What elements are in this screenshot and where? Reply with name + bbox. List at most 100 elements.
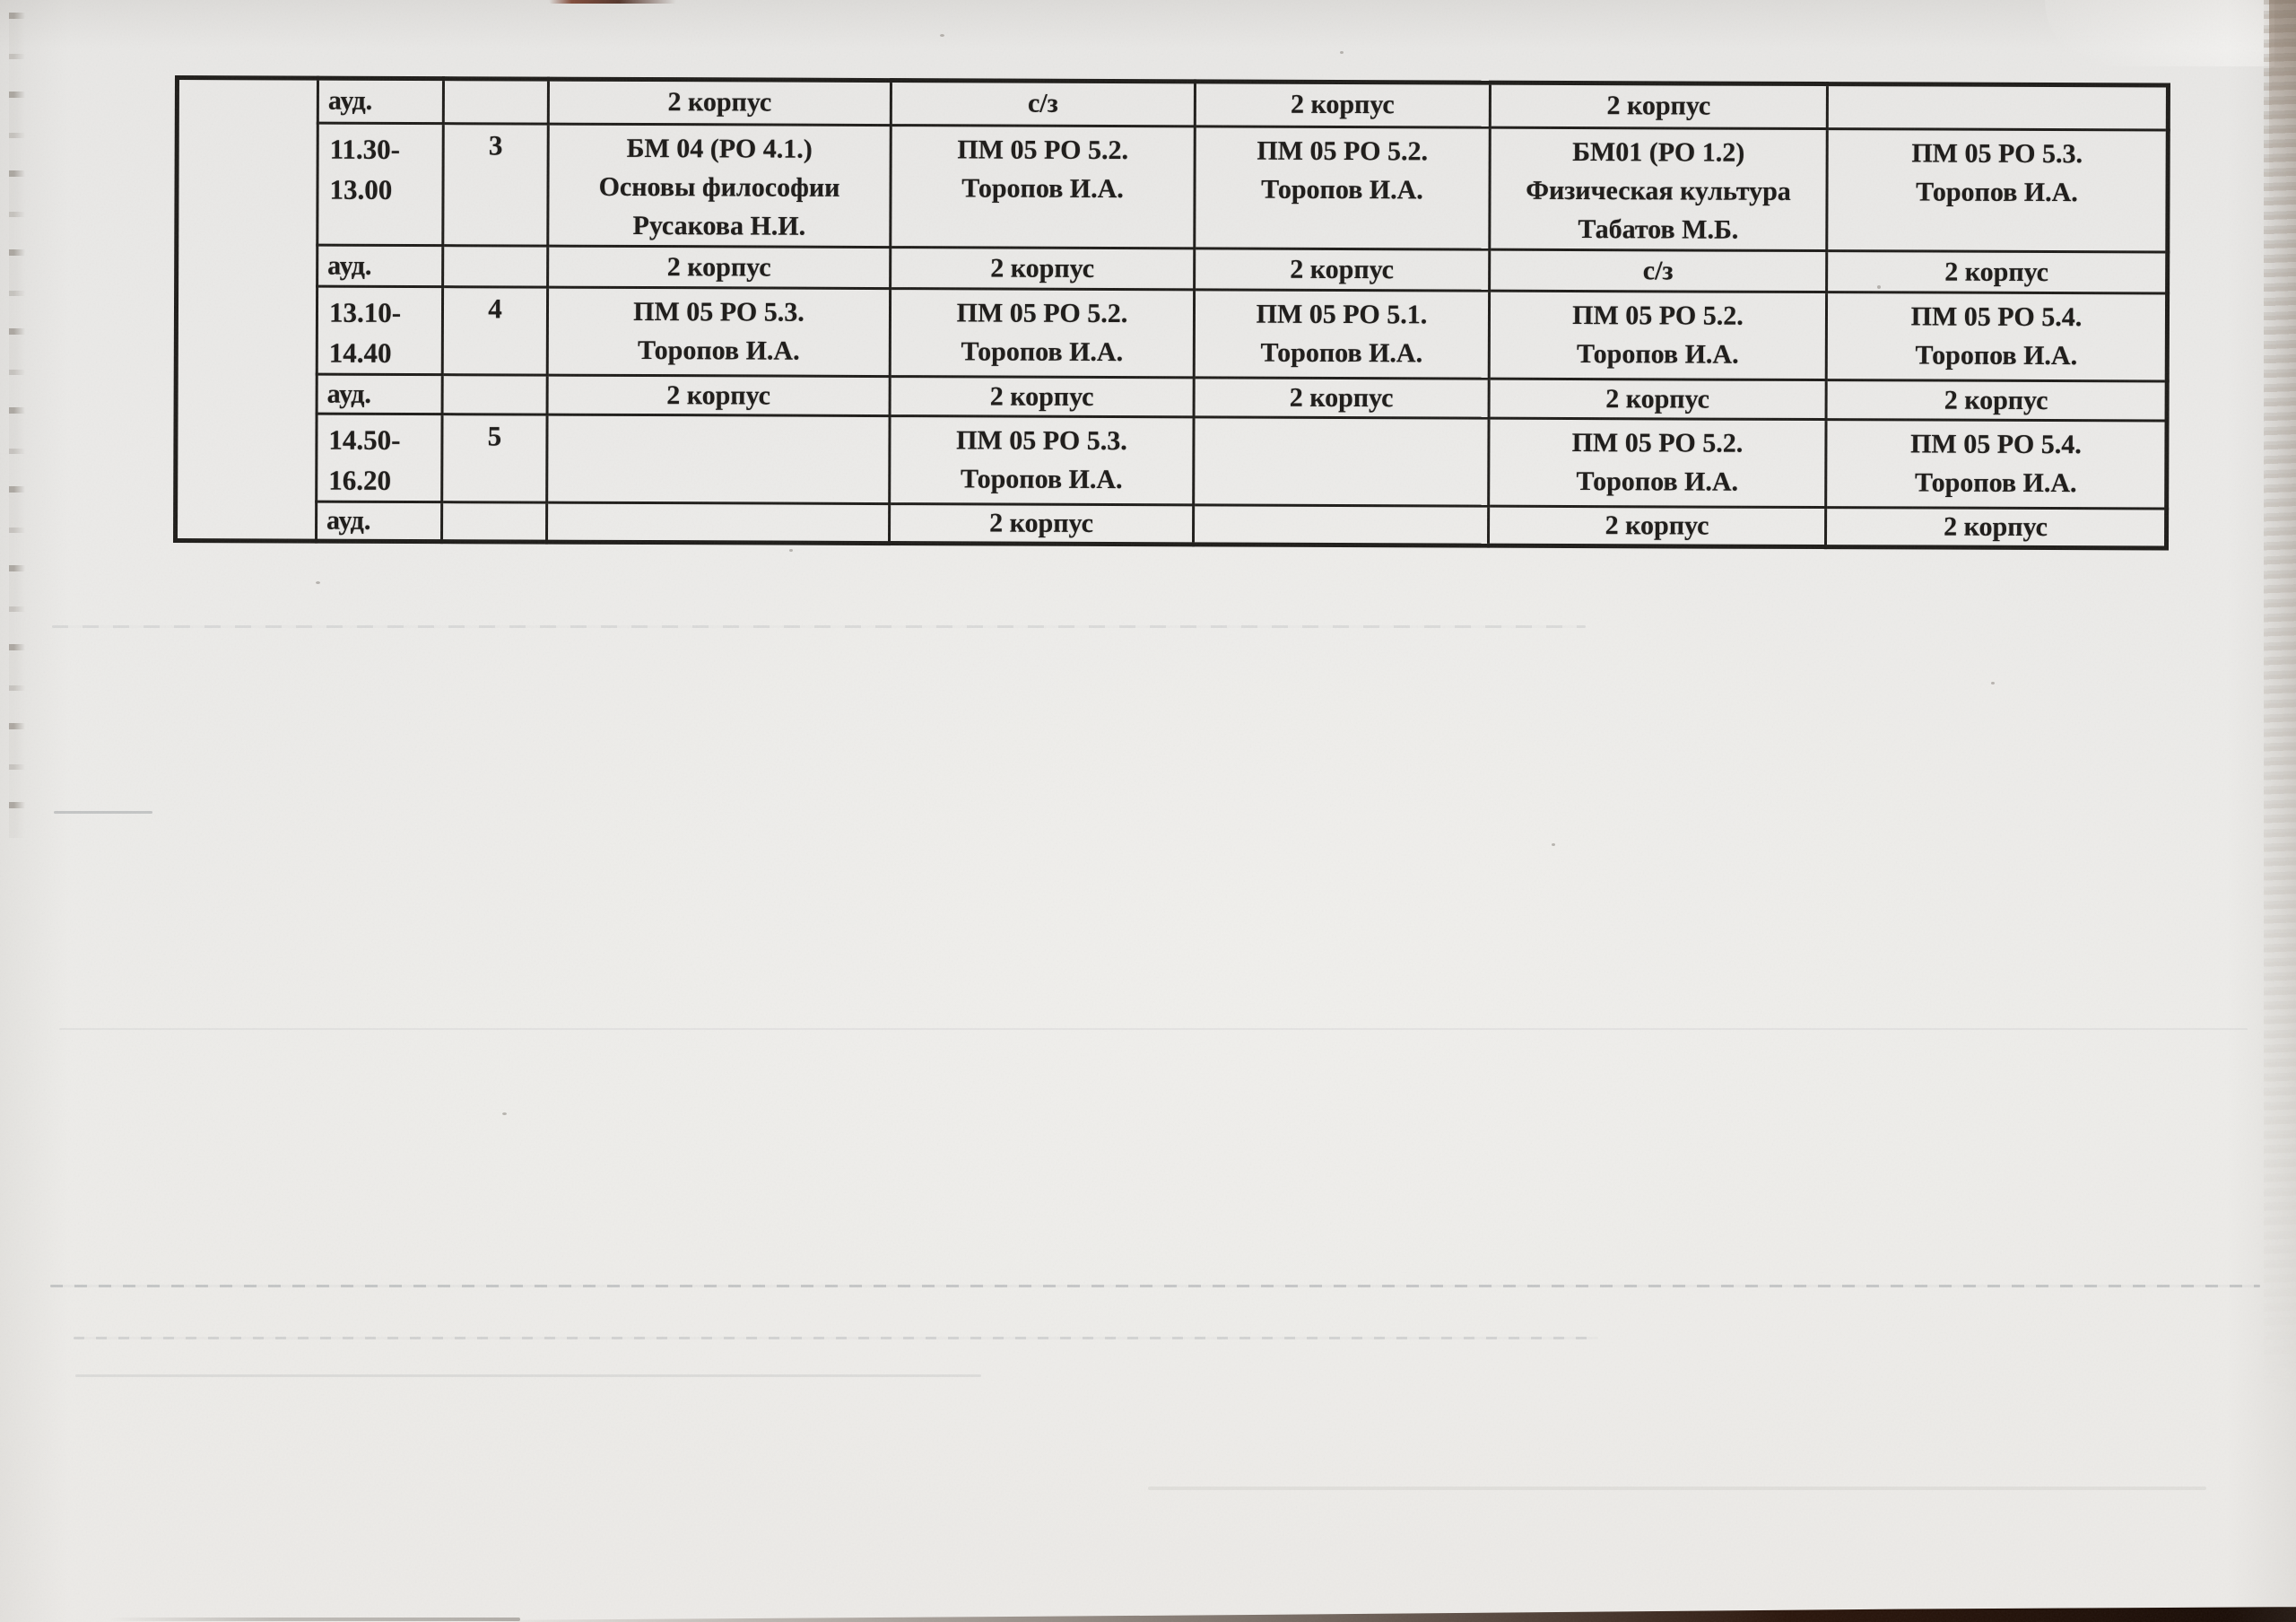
- scan-streak: [52, 625, 1586, 628]
- lesson-line: Физическая культура: [1526, 175, 1791, 206]
- lesson-line: БМ01 (РО 1.2): [1572, 136, 1745, 168]
- paper-speck: [502, 1112, 507, 1115]
- paper-speck: [1552, 843, 1555, 846]
- room-cell: [1193, 504, 1489, 546]
- time-cell: 11.30- 13.00: [317, 123, 444, 246]
- lesson-cell: ПМ 05 РО 5.4. Торопов И.А.: [1825, 419, 2168, 510]
- aud-label: ауд.: [317, 78, 444, 124]
- time-cell: 13.10- 14.40: [317, 286, 443, 375]
- lesson-line: Основы философии: [598, 171, 840, 203]
- room-cell: 2 корпус: [1488, 506, 1826, 547]
- lesson-cell: БМ 04 (РО 4.1.) Основы философии Русаков…: [547, 124, 891, 248]
- room-cell: 2 корпус: [547, 375, 891, 416]
- room-cell: 2 корпус: [889, 503, 1194, 545]
- scan-streak: [54, 811, 152, 814]
- room-cell: 2 корпус: [1489, 379, 1827, 420]
- room-cell: 2 корпус: [890, 376, 1195, 417]
- period-number-cell: [441, 501, 547, 543]
- room-cell: 2 корпус: [890, 247, 1195, 290]
- time-line: 13.10-: [328, 296, 402, 328]
- room-cell: с/з: [891, 80, 1196, 126]
- paper-corner-highlight: [2045, 0, 2274, 66]
- lesson-row: 14.50- 16.20 5 ПМ 05 РО 5.3. Торопов И.А…: [176, 414, 2168, 510]
- timetable: ауд. 2 корпус с/з 2 корпус 2 корпус 11.3…: [172, 75, 2170, 551]
- scan-bottom-edge-line: [108, 1618, 520, 1621]
- lesson-line: Торопов И.А.: [1914, 467, 2077, 499]
- time-line: 16.20: [328, 464, 392, 496]
- lesson-line: Торопов И.А.: [637, 335, 800, 366]
- lesson-line: ПМ 05 РО 5.3.: [1911, 138, 2083, 170]
- scan-top-edge-mark: [549, 0, 676, 4]
- time-line: 13.00: [329, 173, 393, 205]
- period-number-cell: [442, 374, 548, 415]
- lesson-line: ПМ 05 РО 5.2.: [1257, 135, 1429, 167]
- lesson-line: Торопов И.А.: [961, 336, 1124, 368]
- lesson-line: Торопов И.А.: [961, 173, 1124, 205]
- lesson-line: ПМ 05 РО 5.3.: [956, 425, 1127, 457]
- room-cell: 2 корпус: [548, 79, 891, 126]
- scan-right-edge-band: [2264, 0, 2296, 1400]
- room-cell: 2 корпус: [1825, 507, 2167, 549]
- scan-streak: [50, 1285, 2260, 1287]
- lesson-line: БМ 04 (РО 4.1.): [626, 133, 813, 164]
- lesson-line: Торопов И.А.: [1916, 177, 2078, 208]
- time-cell: 14.50- 16.20: [316, 414, 443, 502]
- lesson-row: 11.30- 13.00 3 БМ 04 (РО 4.1.) Основы фи…: [177, 123, 2169, 253]
- lesson-line: ПМ 05 РО 5.2.: [956, 298, 1128, 329]
- paper-speck: [789, 549, 793, 552]
- lesson-cell: ПМ 05 РО 5.3. Торопов И.А.: [547, 287, 891, 377]
- paper-speck: [1991, 682, 1995, 685]
- scan-streak: [1148, 1487, 2206, 1490]
- lesson-cell: ПМ 05 РО 5.1. Торопов И.А.: [1194, 289, 1490, 379]
- aud-label: ауд.: [317, 245, 443, 287]
- lesson-line: Табатов М.Б.: [1578, 214, 1739, 245]
- time-line: 11.30-: [329, 133, 401, 165]
- lesson-line: ПМ 05 РО 5.4.: [1910, 429, 2082, 460]
- lesson-cell: БМ01 (РО 1.2) Физическая культура Табато…: [1489, 127, 1828, 251]
- scan-streak: [74, 1337, 1598, 1339]
- lesson-line: Торопов И.А.: [1915, 340, 2078, 371]
- paper-speck: [316, 581, 320, 584]
- lesson-cell: ПМ 05 РО 5.4. Торопов И.А.: [1826, 292, 2168, 382]
- scan-left-edge-specks: [9, 13, 25, 838]
- room-cell: 2 корпус: [1195, 81, 1491, 128]
- lesson-line: ПМ 05 РО 5.2.: [957, 135, 1129, 166]
- room-cell: с/з: [1489, 249, 1827, 292]
- lesson-cell: ПМ 05 РО 5.2. Торопов И.А.: [1194, 126, 1491, 250]
- lesson-row: 13.10- 14.40 4 ПМ 05 РО 5.3. Торопов И.А…: [176, 286, 2168, 382]
- period-number-cell: 5: [441, 414, 548, 503]
- lesson-cell: [546, 414, 891, 504]
- lesson-line: ПМ 05 РО 5.4.: [1910, 301, 2083, 333]
- lesson-cell: ПМ 05 РО 5.2. Торопов И.А.: [1489, 291, 1827, 380]
- lesson-cell: ПМ 05 РО 5.2. Торопов И.А.: [890, 288, 1195, 378]
- scan-streak: [59, 1028, 2248, 1030]
- time-line: 14.40: [328, 336, 392, 369]
- aud-row: ауд. 2 корпус с/з 2 корпус 2 корпус: [175, 77, 2169, 542]
- lesson-line: ПМ 05 РО 5.1.: [1256, 299, 1428, 330]
- room-cell: 2 корпус: [1194, 377, 1490, 419]
- period-number-cell: [443, 78, 549, 125]
- period-number-cell: [442, 245, 548, 288]
- lesson-cell: ПМ 05 РО 5.2. Торопов И.А.: [1488, 418, 1827, 508]
- empty-left-cell: [175, 77, 318, 542]
- lesson-cell: [1193, 416, 1490, 507]
- room-cell: [1827, 83, 2169, 131]
- paper-speck: [940, 34, 944, 37]
- aud-label: ауд.: [316, 501, 442, 542]
- time-line: 14.50-: [328, 423, 401, 456]
- lesson-line: ПМ 05 РО 5.3.: [633, 296, 804, 327]
- room-cell: 2 корпус: [1826, 379, 2168, 422]
- lesson-line: ПМ 05 РО 5.2.: [1572, 300, 1744, 331]
- room-cell: 2 корпус: [1826, 250, 2168, 294]
- lesson-line: Русакова Н.И.: [632, 210, 806, 241]
- timetable-table: ауд. 2 корпус с/з 2 корпус 2 корпус 11.3…: [172, 75, 2170, 551]
- room-cell: 2 корпус: [1490, 83, 1828, 129]
- scan-streak: [75, 1374, 981, 1377]
- lesson-line: Торопов И.А.: [1576, 339, 1739, 370]
- period-number-cell: 4: [442, 286, 548, 376]
- aud-row: ауд. 2 корпус 2 корпус 2 корпус: [176, 501, 2167, 549]
- lesson-cell: ПМ 05 РО 5.3. Торопов И.А.: [889, 415, 1195, 505]
- period-number-cell: 3: [442, 123, 549, 247]
- lesson-line: Торопов И.А.: [960, 464, 1123, 495]
